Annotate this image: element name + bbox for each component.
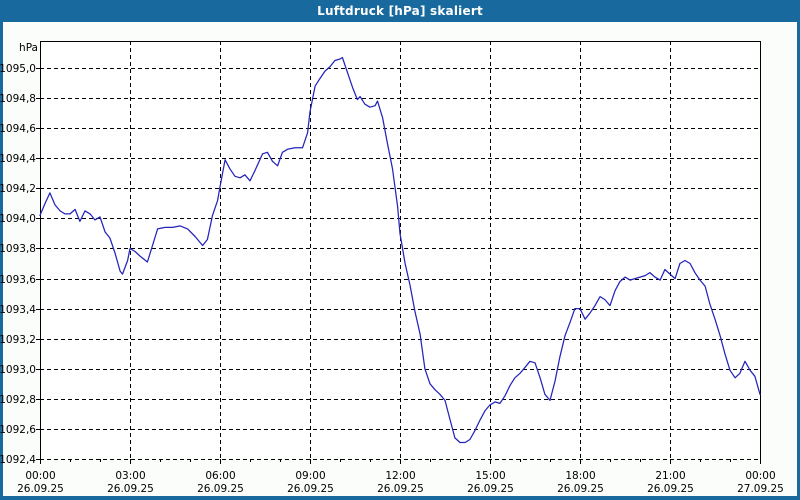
y-tick-label: 1094,8	[0, 93, 36, 105]
x-date-label: 26.09.25	[197, 483, 244, 495]
window-border-bottom	[0, 496, 800, 500]
x-date-label: 26.09.25	[467, 483, 514, 495]
x-time-label: 12:00	[385, 470, 415, 482]
window-titlebar[interactable]: Luftdruck [hPa] skaliert	[0, 0, 800, 22]
x-time-label: 18:00	[565, 470, 595, 482]
window-border-right	[797, 22, 800, 500]
y-tick-label: 1093,6	[0, 274, 36, 286]
x-time-label: 15:00	[475, 470, 505, 482]
window-title: Luftdruck [hPa] skaliert	[317, 4, 483, 18]
y-tick-label: 1095,0	[0, 63, 36, 75]
x-time-label: 09:00	[295, 470, 325, 482]
x-date-label: 26.09.25	[287, 483, 334, 495]
x-date-label: 26.09.25	[557, 483, 604, 495]
x-time-label: 00:00	[745, 470, 775, 482]
x-date-label: 26.09.25	[377, 483, 424, 495]
y-tick-label: 1094,4	[0, 153, 36, 165]
y-tick-label: 1093,8	[0, 243, 36, 255]
x-date-label: 26.09.25	[647, 483, 694, 495]
x-time-label: 21:00	[655, 470, 685, 482]
plot-area	[40, 41, 760, 459]
y-axis-unit-label: hPa	[19, 42, 38, 54]
y-tick-label: 1094,6	[0, 123, 36, 135]
x-time-label: 00:00	[25, 470, 55, 482]
y-tick-label: 1092,6	[0, 424, 36, 436]
x-time-label: 06:00	[205, 470, 235, 482]
y-tick-label: 1092,8	[0, 394, 36, 406]
y-tick-label: 1093,4	[0, 304, 36, 316]
x-date-label: 26.09.25	[107, 483, 154, 495]
x-date-label: 26.09.25	[17, 483, 64, 495]
y-tick-label: 1092,4	[0, 454, 36, 466]
x-date-label: 27.09.25	[737, 483, 784, 495]
y-tick-label: 1094,2	[0, 183, 36, 195]
y-tick-label: 1093,2	[0, 334, 36, 346]
pressure-series-line	[39, 56, 761, 444]
x-time-label: 03:00	[115, 470, 145, 482]
y-tick-label: 1094,0	[0, 213, 36, 225]
window-border-left	[0, 22, 3, 500]
y-tick-label: 1093,0	[0, 364, 36, 376]
